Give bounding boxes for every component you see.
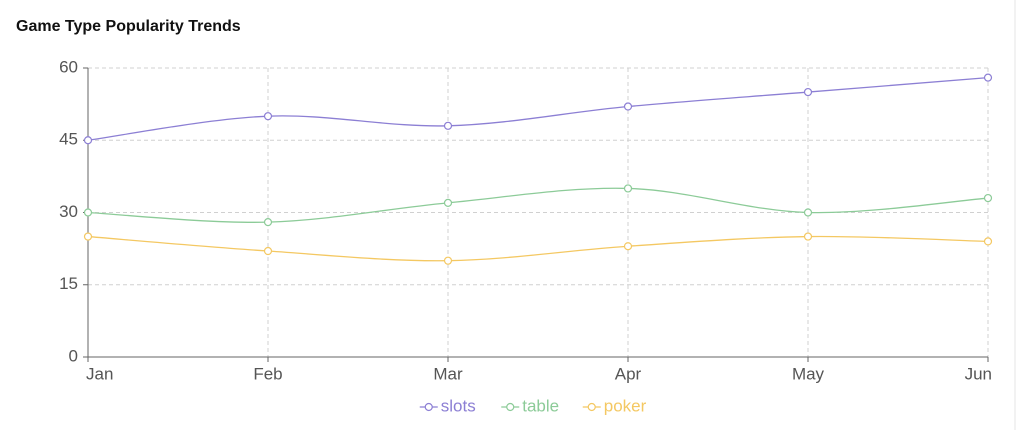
data-point	[83, 208, 93, 217]
y-tick-label: 60	[59, 57, 78, 76]
series-line	[87, 235, 989, 262]
data-point	[623, 102, 633, 111]
data-point	[803, 87, 813, 97]
data-point	[803, 232, 813, 241]
data-point	[623, 184, 633, 193]
data-point	[983, 237, 993, 246]
data-point	[983, 73, 993, 82]
legend-marker	[587, 402, 596, 412]
chart-title: Game Type Popularity Trends	[16, 18, 241, 35]
data-point	[263, 112, 273, 121]
data-point	[803, 208, 813, 217]
legend-item[interactable]: slots	[419, 396, 476, 415]
data-point	[443, 198, 453, 207]
series-line	[87, 76, 989, 141]
legend-item[interactable]: table	[501, 396, 559, 415]
x-tick-label: Jun	[965, 364, 992, 383]
data-point	[263, 218, 273, 227]
y-tick-label: 0	[69, 346, 78, 365]
legend-label: table	[522, 396, 559, 415]
data-point	[983, 193, 993, 203]
legend-marker	[424, 402, 433, 412]
data-point	[83, 232, 93, 241]
x-tick-label: Feb	[253, 364, 282, 383]
legend-label: slots	[441, 396, 476, 415]
data-point	[263, 246, 273, 256]
legend-label: poker	[604, 396, 647, 415]
x-tick-label: May	[792, 364, 825, 383]
y-tick-label: 30	[59, 202, 78, 221]
series-line	[87, 187, 989, 223]
x-tick-label: Apr	[615, 364, 642, 383]
x-tick-label: Jan	[86, 364, 113, 383]
data-point	[623, 242, 633, 251]
legend-marker	[506, 402, 515, 412]
y-tick-label: 15	[59, 274, 78, 293]
legend-item[interactable]: poker	[582, 396, 647, 415]
data-point	[443, 256, 453, 265]
x-tick-label: Mar	[433, 364, 463, 383]
y-tick-label: 45	[59, 130, 78, 149]
data-point	[83, 136, 93, 145]
data-point	[443, 121, 453, 130]
